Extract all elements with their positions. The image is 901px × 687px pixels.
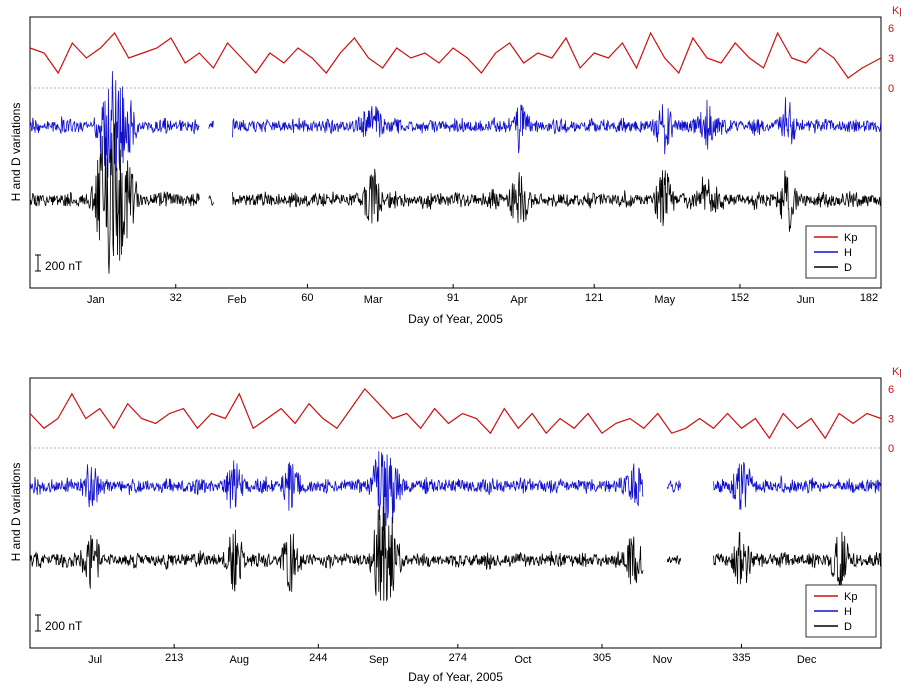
kp-tick-label: 6 <box>888 23 894 35</box>
month-label: Jul <box>88 654 102 666</box>
month-label: Feb <box>227 294 246 306</box>
chart-panel-1: Kp 0 3 6 32 60 91 121 152 182 Jan Feb Mar Apr May Jun Da… <box>9 5 901 326</box>
legend: Kp HD <box>805 584 877 638</box>
scale-bar-label: 200 nT <box>45 259 83 273</box>
legend: Kp HD <box>805 225 877 279</box>
x-tick-label: 121 <box>585 292 603 304</box>
month-label: Oct <box>514 654 531 666</box>
legend-label-kp: Kp <box>844 591 857 603</box>
x-tick-label: 91 <box>447 292 459 304</box>
series-h-trace <box>29 71 882 178</box>
series-d-trace <box>29 123 882 274</box>
month-label: Dec <box>797 654 817 666</box>
y-axis-label: H and D variations <box>9 103 23 202</box>
plot-frame <box>29 16 882 289</box>
month-label: May <box>654 294 675 306</box>
kp-tick-label: 0 <box>888 83 894 95</box>
kp-tick-label: 0 <box>888 443 894 455</box>
month-label: Nov <box>653 654 673 666</box>
series-h-trace <box>29 451 881 531</box>
x-tick-label: 182 <box>860 292 878 304</box>
x-tick-label: 32 <box>170 292 182 304</box>
x-axis-label: Day of Year, 2005 <box>408 670 503 684</box>
month-label: Apr <box>510 294 527 306</box>
legend-label-kp: Kp <box>844 232 857 244</box>
legend-label-h: H <box>844 247 852 259</box>
legend-label-h: H <box>844 606 852 618</box>
legend-label-d: D <box>844 621 852 633</box>
x-tick-label: 152 <box>731 292 749 304</box>
series-kp-line <box>29 31 882 79</box>
kp-axis-label: Kp <box>892 5 901 17</box>
chart-panel-2: Kp 0 3 6 213 244 274 305 335 Jul Aug Sep Oct Nov Dec Da… <box>9 366 901 684</box>
month-label: Jun <box>797 294 815 306</box>
y-axis-label: H and D variations <box>9 463 23 562</box>
scale-bar: 200 nT <box>35 614 83 633</box>
kp-tick-label: 6 <box>888 384 894 396</box>
series-kp-line <box>29 387 882 440</box>
x-tick-label: 244 <box>309 652 327 664</box>
series-d-trace <box>29 506 881 602</box>
x-tick-label: 213 <box>165 652 183 664</box>
month-label: Aug <box>229 654 249 666</box>
x-tick-label: 335 <box>732 652 750 664</box>
x-tick-label: 305 <box>593 652 611 664</box>
x-axis-label: Day of Year, 2005 <box>408 312 503 326</box>
legend-box <box>805 225 877 279</box>
scale-bar-label: 200 nT <box>45 619 83 633</box>
legend-label-d: D <box>844 262 852 274</box>
x-tick-label: 274 <box>449 652 467 664</box>
kp-tick-label: 3 <box>888 53 894 65</box>
kp-tick-label: 3 <box>888 413 894 425</box>
x-tick-label: 60 <box>301 292 313 304</box>
month-label: Jan <box>87 294 105 306</box>
month-label: Mar <box>364 294 383 306</box>
plot-frame <box>29 377 882 649</box>
kp-axis-label: Kp <box>892 366 901 378</box>
scale-bar: 200 nT <box>35 254 83 273</box>
month-label: Sep <box>369 654 389 666</box>
